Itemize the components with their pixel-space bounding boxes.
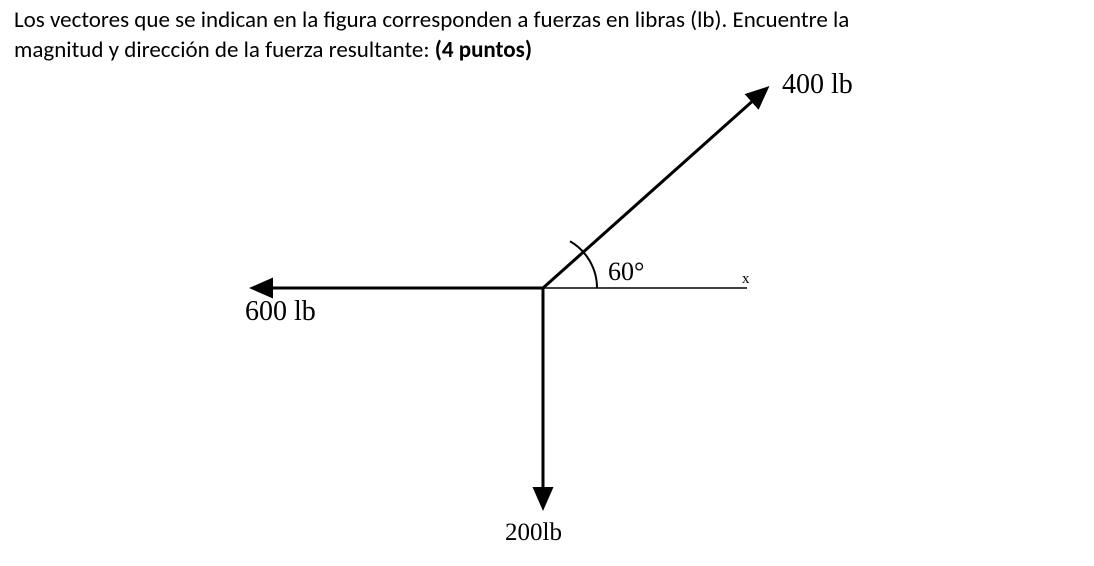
force-600lb-label: 600 lb <box>245 296 316 327</box>
problem-line2-bold: (4 puntos) <box>435 36 532 64</box>
x-axis-label: x <box>742 271 750 287</box>
problem-line1: Los vectores que se indican en la figura… <box>14 6 849 34</box>
problem-statement: Los vectores que se indican en la figura… <box>14 6 1080 66</box>
problem-line2-plain: magnitud y dirección de la fuerza result… <box>14 36 435 64</box>
diagram-svg: x 60° 400 lb 600 lb 200lb <box>0 65 1094 566</box>
angle-label: 60° <box>608 257 644 286</box>
force-400lb-label: 400 lb <box>782 69 853 100</box>
force-400lb <box>543 90 765 288</box>
force-diagram: x 60° 400 lb 600 lb 200lb <box>0 65 1094 566</box>
angle-arc <box>570 241 597 288</box>
force-200lb-label: 200lb <box>505 519 562 546</box>
